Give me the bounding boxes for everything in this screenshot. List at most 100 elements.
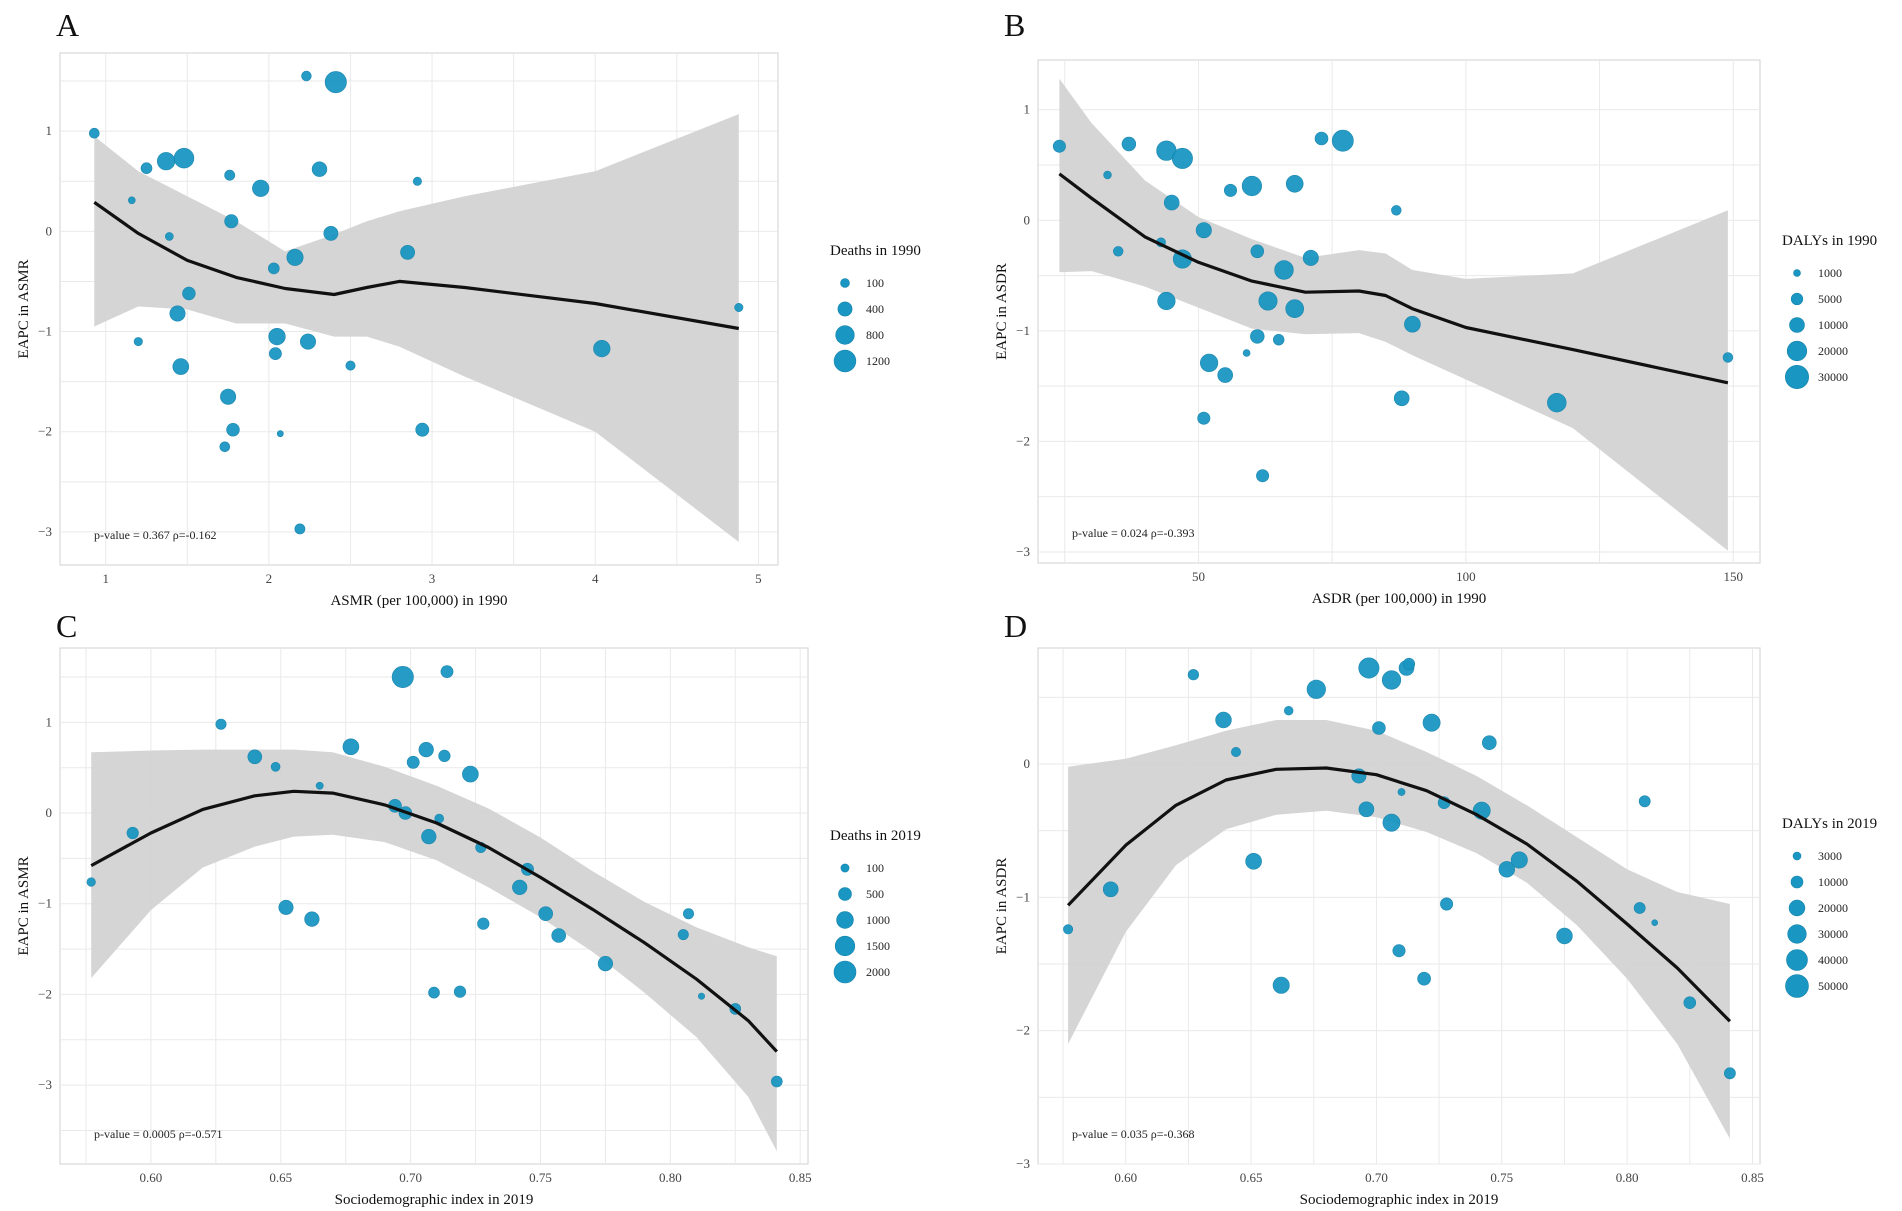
data-point (278, 899, 294, 915)
panel-c: C 0.60 0.65 0.70 0.75 0.80 0.85 1 0 −1 −2 −3 Sociode… (16, 608, 921, 1208)
x-tick-label: 0.80 (1616, 1170, 1639, 1185)
data-point (1498, 861, 1516, 878)
data-point (1724, 1067, 1736, 1080)
legend-key (835, 325, 855, 345)
legend-label: 10000 (1818, 318, 1848, 332)
legend-label: 30000 (1818, 370, 1848, 384)
data-point (734, 302, 744, 312)
data-point (252, 179, 270, 197)
x-tick-label: 150 (1724, 569, 1744, 584)
panel-label: C (56, 608, 77, 644)
data-point (1112, 246, 1124, 257)
y-tick-label: −2 (1016, 1023, 1030, 1038)
data-point (299, 333, 316, 350)
data-point (140, 162, 153, 174)
legend-key (1789, 317, 1805, 333)
y-tick-label: −1 (1016, 889, 1030, 904)
legend-label: 1200 (866, 354, 890, 368)
legend-title: DALYs in 1990 (1782, 233, 1877, 249)
legend-key (1790, 292, 1804, 306)
legend-label: 500 (866, 887, 884, 901)
y-tick-label: 1 (46, 123, 53, 138)
data-point (224, 169, 236, 181)
legend-title: Deaths in 1990 (830, 243, 921, 259)
legend-key (834, 935, 856, 957)
size-legend: DALYs in 2019 3000 10000 20000 30000 40000 500… (1782, 816, 1877, 998)
panel-b: B 50 100 150 1 0 −1 −2 −3 ASDR (per 100,000) in 1… (994, 7, 1877, 607)
data-point (323, 225, 339, 241)
data-point (1103, 170, 1112, 180)
data-point (1199, 353, 1219, 373)
y-tick-label: −2 (38, 424, 52, 439)
y-axis-title: EAPC in ASDR (994, 858, 1010, 955)
data-point (1063, 924, 1074, 935)
data-point (294, 523, 306, 535)
y-tick-label: 0 (1024, 212, 1031, 227)
data-point (477, 917, 490, 930)
legend-key (1785, 974, 1809, 998)
legend-key (1788, 899, 1806, 917)
panel-label: B (1004, 7, 1025, 43)
data-point (276, 430, 284, 438)
data-point (1358, 801, 1375, 818)
data-point (682, 908, 694, 920)
data-point (1187, 669, 1199, 681)
x-tick-label: 0.65 (1240, 1170, 1263, 1185)
panel-a: A 1 2 3 4 5 1 0 −1 −2 −3 ASMR (per 100,000) in 1990… (16, 7, 921, 609)
data-point (1404, 315, 1421, 333)
data-point (1547, 393, 1567, 413)
data-point (1331, 129, 1354, 152)
fit-line (90, 789, 778, 1053)
fit-line (1066, 766, 1732, 1023)
fit-line (93, 200, 740, 331)
data-point (1157, 291, 1176, 311)
data-point (1163, 194, 1180, 211)
data-point (1556, 927, 1573, 945)
data-point (342, 738, 360, 756)
stats-annotation: p-value = 0.367 ρ=-0.162 (94, 528, 217, 542)
x-tick-label: 0.75 (1490, 1170, 1513, 1185)
data-point (301, 70, 312, 82)
y-axis-title: EAPC in ASDR (994, 263, 1010, 360)
confidence-band (1059, 78, 1728, 551)
data-point (1197, 411, 1211, 425)
x-axis-title: Sociodemographic index in 2019 (1300, 1192, 1499, 1208)
data-point (1417, 971, 1431, 986)
data-point (1272, 334, 1285, 346)
confidence-band (1068, 720, 1730, 1139)
x-tick-label: 0.70 (399, 1170, 422, 1185)
data-point (1272, 976, 1290, 994)
legend-label: 50000 (1818, 979, 1848, 993)
data-point (406, 755, 420, 769)
legend-key (1790, 875, 1804, 889)
legend-key (833, 960, 857, 984)
data-point (157, 152, 176, 171)
data-point (1397, 788, 1406, 796)
data-point (453, 985, 467, 998)
data-point (1283, 705, 1294, 716)
y-tick-label: −2 (1016, 433, 1030, 448)
data-point (418, 741, 434, 758)
confidence-band (91, 749, 777, 1152)
legend-key (1786, 949, 1808, 971)
data-point (219, 441, 231, 453)
legend-label: 40000 (1818, 953, 1848, 967)
data-point (1241, 175, 1262, 197)
data-point (1285, 175, 1304, 193)
data-point (286, 248, 304, 266)
legend-label: 1000 (1818, 266, 1842, 280)
data-point (1633, 902, 1646, 914)
x-tick-label: 2 (266, 571, 273, 586)
data-point (1215, 711, 1232, 729)
data-point (169, 305, 186, 322)
data-point (1683, 996, 1697, 1010)
data-point (1391, 205, 1402, 216)
x-tick-label: 0.65 (269, 1170, 292, 1185)
y-tick-label: 0 (46, 805, 53, 820)
stats-annotation: p-value = 0.024 ρ=-0.393 (1072, 526, 1195, 540)
data-point (86, 877, 96, 887)
data-point (220, 388, 237, 405)
confidence-band (94, 114, 739, 542)
y-tick-label: −3 (1016, 1156, 1030, 1171)
x-tick-label: 0.75 (529, 1170, 552, 1185)
